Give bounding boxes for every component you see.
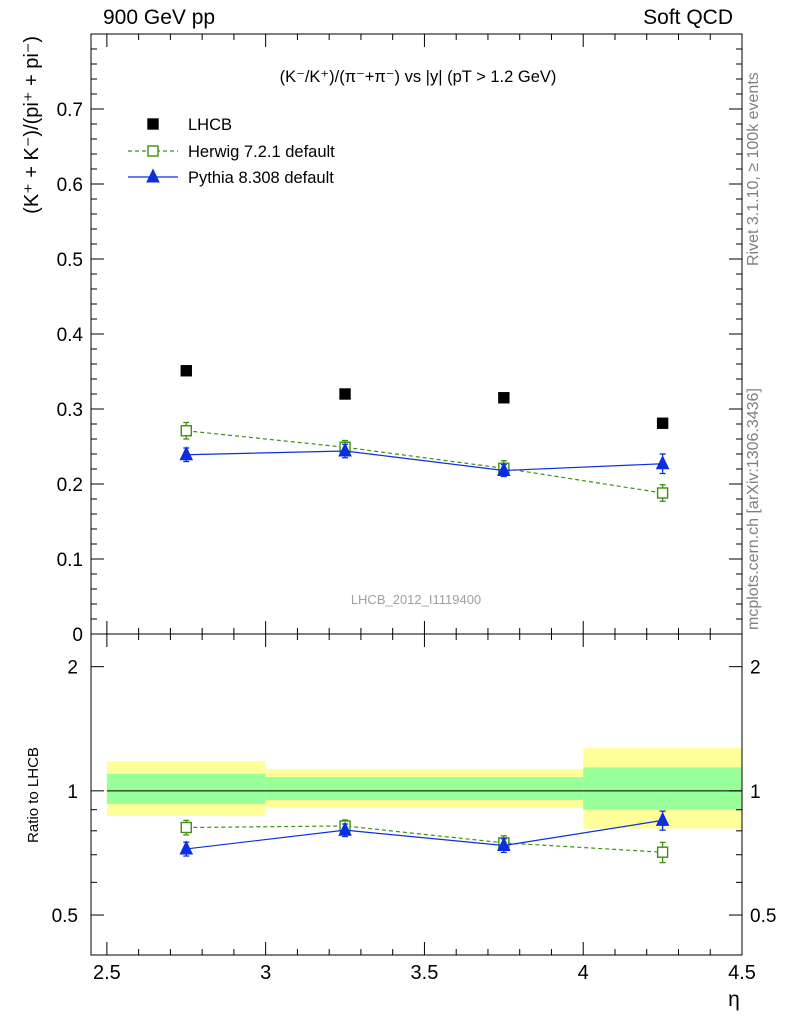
collision-label: 900 GeV pp xyxy=(103,6,216,29)
x-tick-label: 2.5 xyxy=(93,962,121,984)
main-y-tick-label: 0.6 xyxy=(57,175,83,196)
ratio-frame xyxy=(90,633,743,956)
legend-marker xyxy=(147,145,159,157)
data-point xyxy=(497,836,511,852)
data-point xyxy=(656,846,669,858)
main-y-tick-label: 0.5 xyxy=(57,250,83,271)
legend-label: Herwig 7.2.1 default xyxy=(188,143,335,161)
ratio-panel xyxy=(106,748,742,864)
main-y-tick-label: 0 xyxy=(72,625,83,646)
data-point xyxy=(339,388,351,400)
panel-frames: 0.1 0.2 0.3 0.4 0.5 0.6 0.7 0 2.5 3 3.5 4 4.5 0.5 0.5 1… xyxy=(52,33,776,984)
ratio-y-tick-label-right: 1 xyxy=(750,782,761,803)
legend-marker xyxy=(147,118,159,130)
main-y-axis-label: (K⁺ + K⁻)/(pi⁺ + pi⁻) xyxy=(21,36,43,214)
data-point xyxy=(180,365,192,377)
main-y-tick-label: 0.1 xyxy=(57,550,83,571)
legend-marker xyxy=(146,168,160,183)
uncertainty-band-inner xyxy=(265,777,584,801)
series-line xyxy=(186,825,663,853)
x-tick-label: 4.5 xyxy=(728,962,756,984)
ratio-y-axis-label: Ratio to LHCB xyxy=(25,747,42,843)
series-line xyxy=(186,430,663,494)
main-plot-title: (K⁻/K⁺)/(π⁻+π⁻) vs |y| (pT > 1.2 GeV) xyxy=(280,68,557,86)
ratio-y-tick-label: 1 xyxy=(67,782,78,803)
ratio-y-tick-label: 2 xyxy=(67,658,78,679)
legend-label: LHCB xyxy=(188,116,232,134)
main-y-tick-label: 0.7 xyxy=(57,100,83,121)
data-point xyxy=(498,392,510,404)
main-y-tick-label: 0.3 xyxy=(57,400,83,421)
data-point xyxy=(180,425,192,437)
data-point xyxy=(497,461,511,477)
ratio-y-tick-label: 0.5 xyxy=(52,906,78,927)
data-point xyxy=(338,442,352,457)
main-panel xyxy=(179,365,670,502)
data-point xyxy=(179,446,194,461)
uncertainty-band-inner xyxy=(106,773,266,804)
x-tick-label: 3.5 xyxy=(411,962,439,984)
legend: LHCB Herwig 7.2.1 default Pythia 8.308 def… xyxy=(128,116,335,187)
data-point xyxy=(338,821,352,836)
main-y-tick-label: 0.4 xyxy=(57,325,84,346)
data-point xyxy=(655,811,670,826)
ratio-y-tick-label-right: 2 xyxy=(750,658,761,679)
watermark-text: LHCB_2012_I1119400 xyxy=(351,592,481,607)
ratio-y-tick-label-right: 0.5 xyxy=(750,906,776,927)
x-axis-label: η xyxy=(728,988,740,1011)
x-tick-label: 3 xyxy=(260,962,271,984)
series-line xyxy=(186,450,663,472)
data-point xyxy=(180,821,192,834)
legend-label: Pythia 8.308 default xyxy=(188,169,334,187)
x-tick-label: 4 xyxy=(578,962,589,984)
data-point xyxy=(179,840,194,855)
category-label: Soft QCD xyxy=(643,6,733,29)
data-point xyxy=(655,455,670,470)
main-y-tick-label: 0.2 xyxy=(57,475,83,496)
series-line xyxy=(186,819,663,850)
uncertainty-band-inner xyxy=(583,767,742,810)
data-point xyxy=(656,417,669,429)
data-point xyxy=(656,487,669,499)
